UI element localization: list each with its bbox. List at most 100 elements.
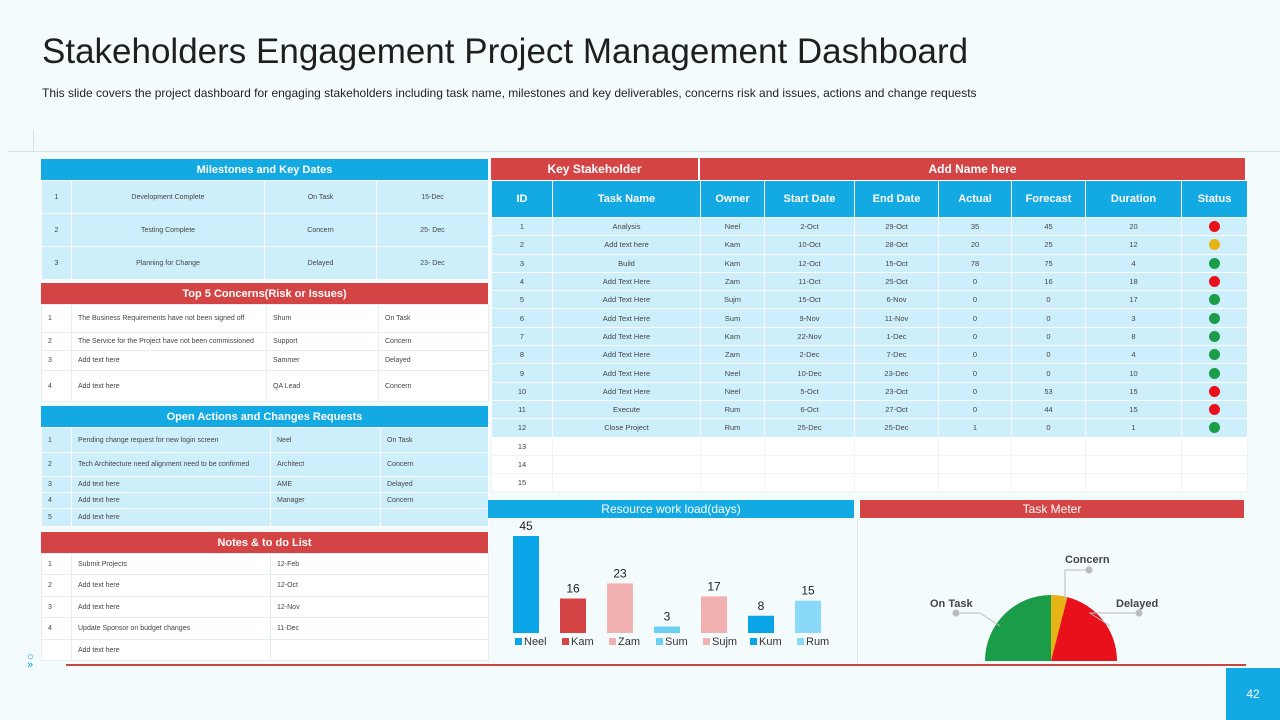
legend-swatch <box>797 638 804 645</box>
table-cell <box>764 436 855 456</box>
bar-value-label: 3 <box>664 610 671 624</box>
status-dot-icon <box>1209 330 1220 342</box>
status-cell <box>1181 271 1248 292</box>
table-cell: Add Text Here <box>552 308 701 328</box>
table-cell: 10-Oct <box>764 235 855 255</box>
bar-sum <box>654 626 680 633</box>
table-cell: 4 <box>41 617 72 640</box>
column-header: End Date <box>854 180 939 218</box>
table-cell: Update Sponsor on budget changes <box>71 617 271 640</box>
leader-dot-icon <box>1085 566 1093 574</box>
table-cell: 2 <box>41 574 72 597</box>
table-cell: 0 <box>1011 326 1086 347</box>
table-cell: Add Text Here <box>552 381 701 401</box>
legend-swatch <box>703 638 710 645</box>
table-cell <box>1085 436 1182 456</box>
status-cell <box>1181 399 1248 420</box>
table-cell: 11 <box>491 399 553 420</box>
table-cell: Add text here <box>552 235 701 255</box>
table-cell: On Task <box>378 304 489 333</box>
table-row: 11 Execute Rum 6-Oct 27-Oct 0 44 15 <box>491 399 1248 420</box>
table-cell: 9 <box>491 363 553 383</box>
column-header: Owner <box>700 180 765 218</box>
table-row: 5 Add text here <box>41 508 489 527</box>
table-cell: 25- Dec <box>376 213 489 247</box>
table-cell: 23-Oct <box>854 381 939 401</box>
table-row: 7 Add Text Here Kam 22-Nov 1-Dec 0 0 8 <box>491 326 1248 347</box>
table-cell: 10-Dec <box>764 363 855 383</box>
table-row: 1 Development Complete On Task 15-Dec <box>41 180 489 214</box>
table-cell: 1 <box>41 304 72 333</box>
table-cell: 4 <box>41 370 72 402</box>
table-cell: 2 <box>41 332 72 351</box>
notes-header: Notes & to do List <box>41 532 488 553</box>
table-row: 4 Add Text Here Zam 11-Oct 25-Oct 0 16 18 <box>491 271 1248 292</box>
table-cell: 3 <box>41 350 72 371</box>
page-number: 42 <box>1226 668 1280 720</box>
actions-table: 1 Pending change request for new login sc… <box>41 427 489 527</box>
table-cell: 2-Oct <box>764 216 855 237</box>
table-cell: Rum <box>700 399 765 420</box>
table-cell: 25 <box>1011 235 1086 255</box>
table-cell <box>700 436 765 456</box>
table-row: 3 Add text here AME Delayed <box>41 476 489 493</box>
table-cell: Shum <box>266 304 379 333</box>
table-cell: 1-Dec <box>854 326 939 347</box>
table-cell <box>41 639 72 661</box>
table-row: 5 Add Text Here Sujm 15-Oct 6-Nov 0 0 17 <box>491 290 1248 310</box>
table-cell: 2 <box>41 452 72 477</box>
table-row: 14 <box>491 454 1248 475</box>
table-cell <box>938 436 1012 456</box>
table-row: 2 Add text here 12-Oct <box>41 574 489 597</box>
table-cell: Kam <box>700 253 765 273</box>
legend-label: Kum <box>759 636 782 648</box>
table-row: 10 Add Text Here Neel 5-Oct 23-Oct 0 53 15 <box>491 381 1248 401</box>
bar-value-label: 23 <box>613 566 627 580</box>
table-cell: Sum <box>700 308 765 328</box>
table-cell: 20 <box>938 235 1012 255</box>
table-cell: 7 <box>491 326 553 347</box>
table-cell: 1 <box>1085 418 1182 438</box>
column-header: Forecast <box>1011 180 1086 218</box>
table-cell: Analysis <box>552 216 701 237</box>
column-header: Task Name <box>552 180 701 218</box>
table-cell: 0 <box>938 345 1012 365</box>
table-cell: 10 <box>1085 363 1182 383</box>
table-cell: Add Text Here <box>552 326 701 347</box>
leader-line <box>956 612 1001 627</box>
table-cell: 11-Dec <box>270 617 489 640</box>
table-cell: Neel <box>700 381 765 401</box>
status-cell <box>1181 381 1248 401</box>
table-cell: 2 <box>491 235 553 255</box>
table-cell: AME <box>270 476 381 493</box>
table-cell: 22-Nov <box>764 326 855 347</box>
legend-label: Zam <box>618 636 640 648</box>
status-cell <box>1181 345 1248 365</box>
table-cell: 25-Dec <box>854 418 939 438</box>
chevron-down-icon: ○» <box>27 651 34 671</box>
table-cell: 12 <box>491 418 553 438</box>
table-cell <box>270 639 489 661</box>
table-cell: 29-Oct <box>854 216 939 237</box>
table-cell: 27-Oct <box>854 399 939 420</box>
table-cell: Concern <box>264 213 377 247</box>
table-cell: 11-Nov <box>854 308 939 328</box>
table-row: 4 Add text here QA Lead Concern <box>41 370 489 402</box>
table-cell: Development Complete <box>71 180 265 214</box>
table-cell: 78 <box>938 253 1012 273</box>
table-cell: 8 <box>1085 326 1182 347</box>
table-cell: 5 <box>491 290 553 310</box>
bar-value-label: 17 <box>707 579 721 593</box>
divider <box>8 151 1280 152</box>
status-cell <box>1181 235 1248 255</box>
table-cell: 5 <box>41 508 72 527</box>
table-cell: 3 <box>41 476 72 493</box>
table-cell: 0 <box>938 399 1012 420</box>
bar-zam <box>607 583 633 633</box>
table-cell: Kam <box>700 326 765 347</box>
table-cell: 10 <box>491 381 553 401</box>
status-dot-icon <box>1209 349 1220 361</box>
table-cell: The Business Requirements have not been … <box>71 304 267 333</box>
table-cell: 12-Oct <box>270 574 489 597</box>
table-cell: 75 <box>1011 253 1086 273</box>
